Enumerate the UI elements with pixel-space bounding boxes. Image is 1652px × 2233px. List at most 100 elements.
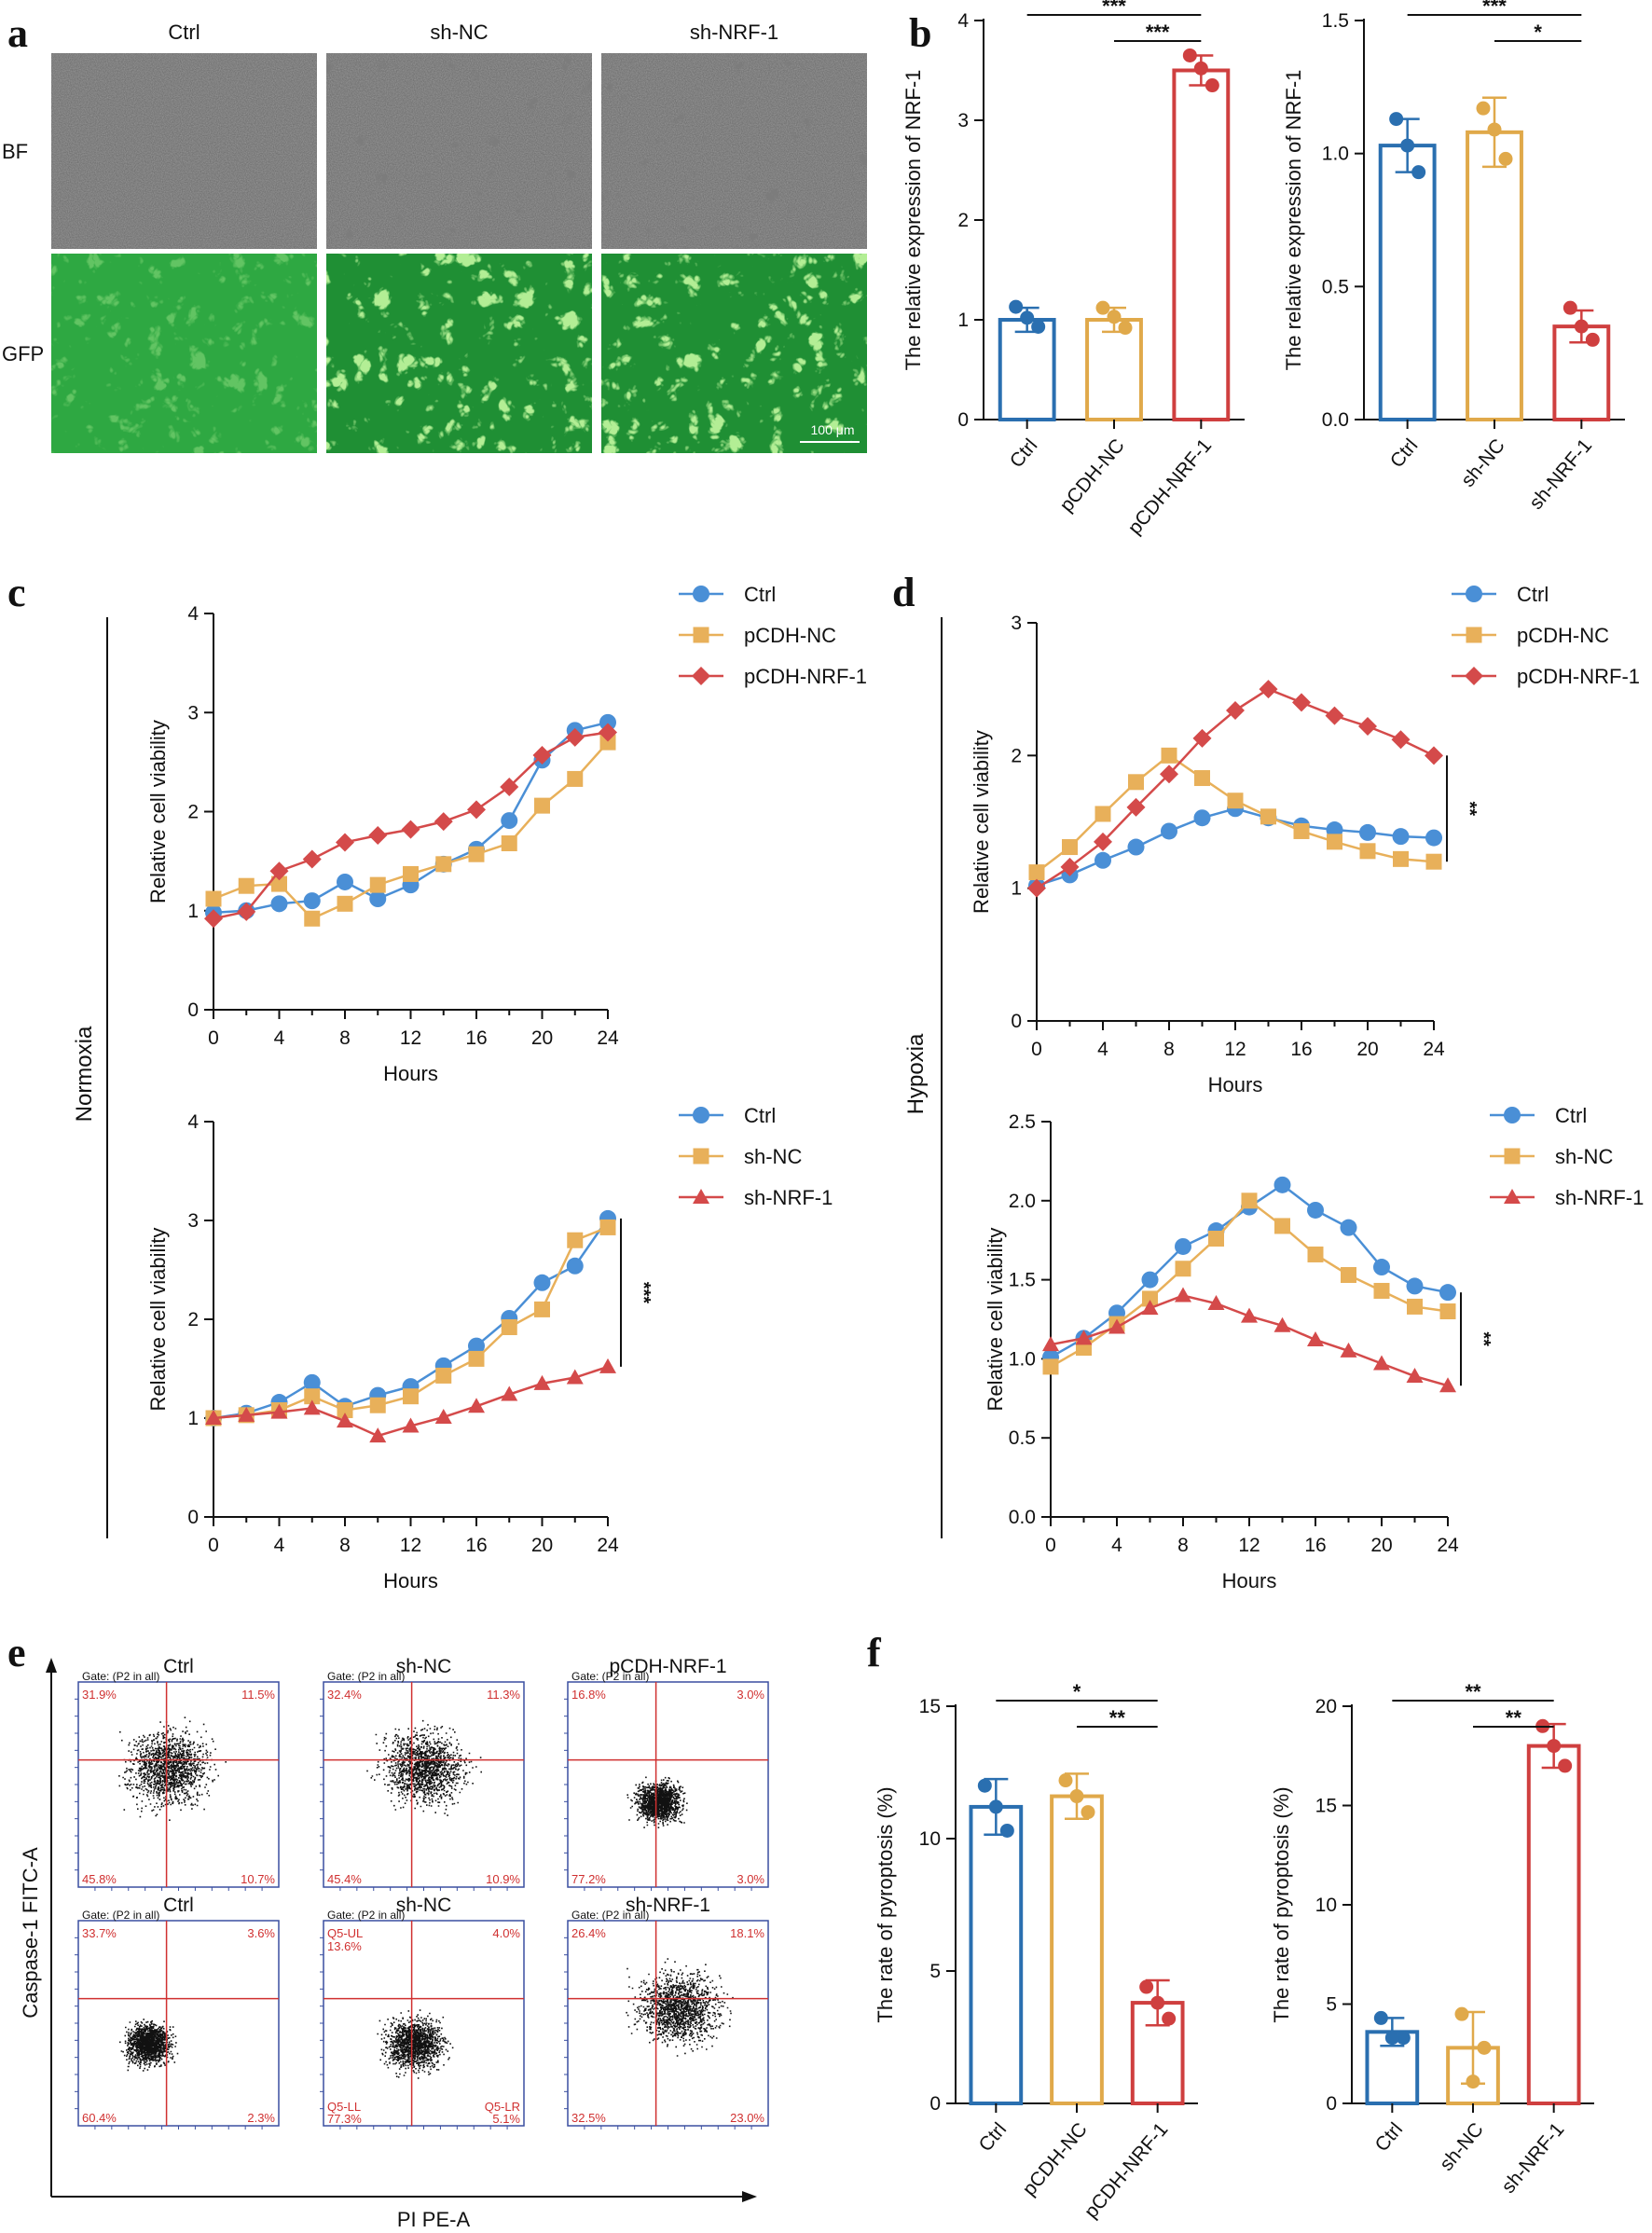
- data-point: [369, 890, 387, 907]
- x-tick-label: Ctrl: [1371, 2118, 1408, 2156]
- data-point: [532, 745, 552, 765]
- y-tick-label: 1: [187, 1408, 199, 1429]
- quadrant-ur: 18.1%: [730, 1926, 764, 1940]
- data-point: [434, 812, 453, 832]
- data-point: [1359, 843, 1376, 860]
- data-point: [534, 1301, 550, 1317]
- data-point: [1585, 332, 1600, 347]
- significance-label: ***: [1102, 0, 1126, 18]
- flow-gate-label: Gate: (P2 in all): [82, 1909, 159, 1922]
- data-point: [303, 1399, 321, 1415]
- legend-marker: [1466, 586, 1482, 602]
- data-point: [1161, 747, 1177, 764]
- y-tick-label: 1: [957, 310, 969, 331]
- legend-marker: [693, 1189, 709, 1204]
- data-point: [599, 723, 617, 742]
- significance-label: *: [1073, 1680, 1081, 1703]
- y-axis-label: The rate of pyroptosis (%): [874, 1786, 897, 2022]
- legend-marker: [693, 1107, 709, 1123]
- legend-label: pCDH-NRF-1: [744, 665, 867, 688]
- micrograph-column-label: sh-NC: [430, 21, 488, 44]
- data-point: [369, 1397, 386, 1413]
- data-point: [303, 1373, 321, 1391]
- data-point: [1162, 2011, 1177, 2026]
- y-tick-label: 2.5: [1009, 1111, 1036, 1133]
- data-point: [1241, 1192, 1258, 1209]
- data-point: [1094, 806, 1111, 822]
- data-point: [1292, 693, 1311, 712]
- quadrant-lr: 10.9%: [486, 1872, 520, 1886]
- data-point: [1411, 165, 1426, 180]
- data-point: [1094, 851, 1111, 869]
- data-point: [977, 1778, 992, 1793]
- data-point: [1393, 850, 1409, 867]
- data-point: [401, 820, 420, 839]
- flow-gate-label: Gate: (P2 in all): [327, 1909, 405, 1922]
- x-tick-label: 20: [531, 1535, 553, 1556]
- data-point: [599, 734, 616, 751]
- data-point: [1327, 834, 1342, 850]
- x-tick-label: 12: [1224, 1039, 1246, 1060]
- flow-plot-title: Ctrl: [163, 1895, 194, 1916]
- y-tick-label: 2: [1011, 745, 1022, 766]
- x-tick-label: 16: [1290, 1039, 1312, 1060]
- flow-gate-label: Gate: (P2 in all): [82, 1670, 159, 1683]
- quadrant-lr: 2.3%: [247, 2111, 275, 2125]
- micrograph-row-label: BF: [2, 140, 28, 163]
- data-point: [1392, 828, 1410, 846]
- quadrant-ll: 45.8%: [82, 1872, 117, 1886]
- quadrant-ul: 31.9%: [82, 1688, 117, 1702]
- quadrant-ur: 3.6%: [247, 1926, 275, 1940]
- data-point: [1439, 1303, 1456, 1320]
- data-point: [1042, 1336, 1059, 1352]
- data-point: [1075, 1330, 1093, 1345]
- bar-chart-b1: 0 1 2 3 4 The relative expression of NRF-1 Ctr…: [902, 0, 1245, 539]
- data-point: [1141, 1300, 1159, 1316]
- data-point: [1359, 823, 1376, 841]
- bar: [1526, 1744, 1581, 2105]
- y-tick-label: 4: [957, 10, 969, 32]
- data-point: [533, 1274, 551, 1291]
- panel-a-microscopy: Ctrl sh-NC sh-NRF-1 BF GFP 100 μm: [2, 21, 867, 453]
- data-point: [369, 876, 386, 893]
- x-axis-label: Hours: [1208, 1073, 1263, 1096]
- legend-marker: [1504, 1189, 1521, 1204]
- y-tick-label: 0.5: [1009, 1427, 1036, 1449]
- legend-label: pCDH-NC: [744, 624, 836, 647]
- legend-marker: [1504, 1148, 1521, 1165]
- data-point: [271, 875, 287, 892]
- significance-label: ***: [633, 1282, 654, 1304]
- legend-marker: [1466, 627, 1482, 643]
- data-point: [501, 1318, 517, 1335]
- data-point: [468, 846, 485, 862]
- data-point: [599, 1219, 616, 1235]
- data-point: [1340, 1219, 1357, 1236]
- hypoxia-label: Hypoxia: [903, 1033, 929, 1114]
- data-point: [599, 713, 616, 731]
- data-point: [304, 1388, 321, 1405]
- x-tick-label: 0: [1045, 1535, 1056, 1556]
- x-tick-label: pCDH-NC: [1018, 2118, 1091, 2199]
- legend-label: sh-NRF-1: [744, 1186, 833, 1209]
- quadrant-ll-value: 77.3%: [327, 2112, 362, 2126]
- data-point: [1425, 829, 1442, 847]
- data-point: [567, 1232, 584, 1248]
- legend-marker: [1504, 1107, 1521, 1123]
- data-point: [534, 797, 550, 814]
- data-point: [1027, 878, 1046, 898]
- panel-label-b: b: [909, 10, 931, 56]
- data-point: [368, 826, 388, 845]
- data-point: [1260, 808, 1276, 825]
- data-point: [468, 1398, 485, 1413]
- y-tick-label: 3: [187, 702, 199, 724]
- data-point: [1341, 1267, 1356, 1284]
- quadrant-lr: Q5-LR: [485, 2100, 520, 2114]
- y-tick-label: 20: [1315, 1696, 1337, 1717]
- data-point: [402, 1417, 420, 1433]
- data-point: [1194, 770, 1210, 787]
- significance-label: **: [1473, 1331, 1494, 1346]
- flow-plot: Ctrl Gate: (P2 in all) 31.9% 11.5% 45.8% 10.7…: [75, 1656, 280, 1891]
- flow-events: [118, 1716, 227, 1821]
